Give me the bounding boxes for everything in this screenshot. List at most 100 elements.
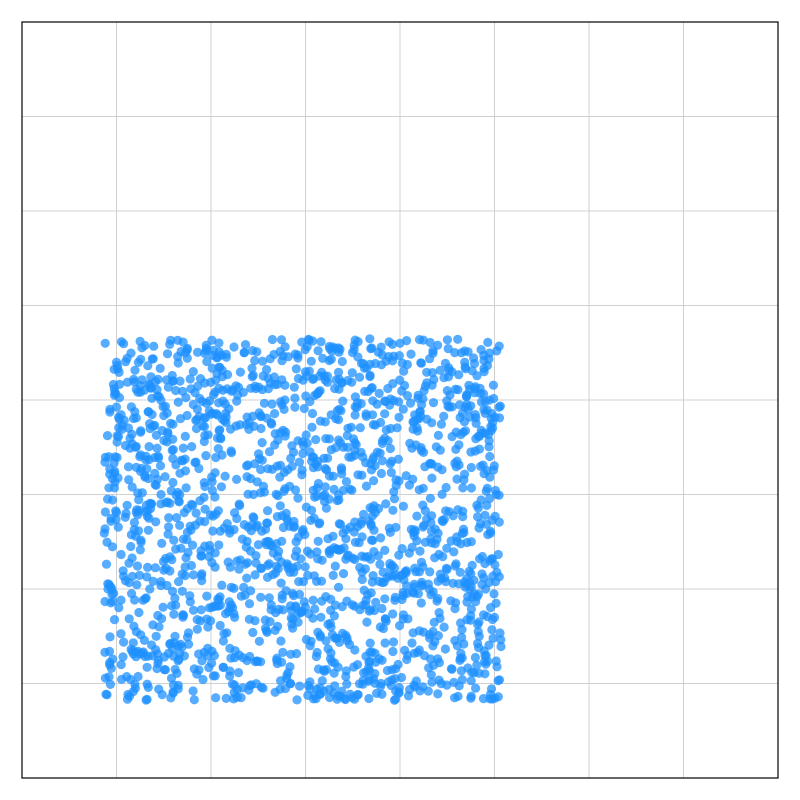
- scatter-point: [385, 443, 395, 454]
- scatter-point: [278, 647, 288, 658]
- scatter-point: [221, 609, 231, 619]
- scatter-point: [162, 375, 172, 385]
- scatter-point: [456, 648, 466, 658]
- scatter-point: [362, 617, 372, 627]
- scatter-point: [380, 638, 390, 648]
- scatter-point: [490, 485, 501, 496]
- scatter-point: [462, 574, 472, 584]
- scatter-point: [444, 366, 454, 376]
- scatter-point: [321, 503, 331, 513]
- scatter-point: [414, 485, 424, 495]
- scatter-point: [293, 617, 303, 627]
- scatter-point: [381, 499, 391, 509]
- scatter-point: [308, 613, 318, 623]
- scatter-point: [205, 545, 215, 555]
- scatter-point: [244, 599, 255, 609]
- scatter-point: [324, 684, 334, 694]
- scatter-point: [324, 494, 334, 504]
- scatter-point: [248, 627, 258, 638]
- scatter-point: [128, 649, 138, 659]
- scatter-point: [409, 680, 419, 690]
- scatter-point: [189, 695, 199, 705]
- scatter-point: [113, 522, 123, 532]
- scatter-point: [136, 463, 146, 474]
- scatter-point: [165, 339, 175, 349]
- scatter-point: [235, 367, 245, 377]
- scatter-point: [470, 446, 480, 456]
- scatter-point: [166, 418, 176, 428]
- plot-frame: [21, 21, 779, 779]
- scatter-point: [276, 636, 286, 646]
- scatter-point: [428, 587, 438, 597]
- scatter-point: [376, 533, 386, 543]
- scatter-point: [374, 654, 384, 664]
- scatter-point: [180, 466, 191, 476]
- scatter-point: [275, 501, 285, 511]
- scatter-point: [297, 470, 307, 480]
- scatter-point: [366, 344, 376, 354]
- scatter-point: [188, 686, 198, 696]
- scatter-point: [236, 591, 246, 601]
- scatter-point: [334, 519, 344, 529]
- scatter-point: [124, 558, 134, 568]
- scatter-point: [277, 657, 287, 667]
- scatter-point: [458, 524, 469, 534]
- scatter-point: [163, 529, 173, 539]
- scatter-point: [211, 693, 221, 703]
- scatter-point: [300, 562, 310, 572]
- scatter-point: [264, 537, 274, 547]
- scatter-point: [318, 353, 328, 363]
- scatter-point: [150, 377, 160, 387]
- scatter-point: [198, 674, 208, 685]
- scatter-point: [185, 374, 195, 384]
- scatter-point: [255, 488, 265, 498]
- scatter-point: [127, 589, 137, 599]
- scatter-point: [194, 411, 204, 421]
- scatter-point: [142, 662, 152, 672]
- scatter-point: [137, 488, 147, 498]
- scatter-point: [365, 370, 375, 380]
- scatter-point: [129, 517, 139, 528]
- scatter-point: [239, 347, 250, 358]
- scatter-point: [477, 569, 487, 579]
- scatter-point: [244, 424, 254, 434]
- scatter-point: [313, 554, 323, 564]
- scatter-point: [105, 679, 115, 690]
- scatter-point: [350, 554, 360, 565]
- scatter-point: [194, 649, 204, 659]
- scatter-point: [360, 600, 370, 610]
- scatter-point: [112, 437, 122, 447]
- scatter-point: [100, 507, 110, 517]
- scatter-point: [372, 399, 382, 409]
- scatter-point: [275, 460, 285, 470]
- scatter-point: [135, 570, 145, 581]
- scatter-point: [390, 595, 400, 605]
- scatter-point: [470, 652, 480, 663]
- scatter-point: [489, 393, 499, 404]
- scatter-point: [264, 559, 274, 569]
- scatter-point: [432, 534, 442, 544]
- scatter-point: [120, 576, 131, 586]
- scatter-point: [427, 459, 437, 469]
- scatter-point: [422, 514, 432, 524]
- scatter-point: [341, 525, 351, 535]
- scatter-point: [132, 580, 142, 590]
- scatter-point: [171, 513, 182, 523]
- scatter-point: [455, 567, 465, 577]
- scatter-point: [342, 679, 352, 689]
- scatter-point: [386, 467, 396, 478]
- scatter-point: [134, 607, 144, 618]
- scatter-point: [355, 562, 365, 573]
- scatter-point: [162, 349, 173, 359]
- scatter-point: [148, 620, 158, 630]
- scatter-point: [357, 574, 367, 585]
- scatter-point: [353, 690, 363, 700]
- scatter-point: [232, 513, 242, 524]
- scatter-point: [368, 420, 378, 430]
- scatter-point: [486, 528, 496, 538]
- scatter-point: [142, 572, 152, 582]
- scatter-point: [164, 513, 174, 523]
- scatter-point: [494, 675, 505, 685]
- scatter-point: [438, 552, 448, 562]
- scatter-point: [441, 482, 451, 493]
